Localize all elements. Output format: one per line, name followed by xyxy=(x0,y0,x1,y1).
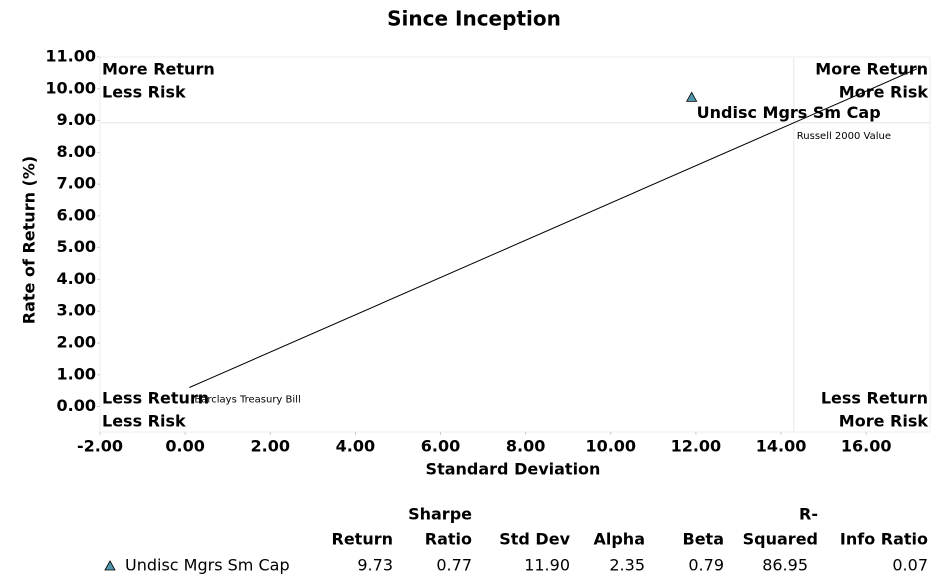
table-cell: 2.35 xyxy=(609,556,645,575)
table-cell: 0.77 xyxy=(436,556,472,575)
table-header: Std Dev xyxy=(499,530,570,549)
plot-area xyxy=(99,56,931,433)
x-tick-label: -2.00 xyxy=(77,437,123,456)
y-tick-label: 11.00 xyxy=(45,47,96,66)
table-cell: 9.73 xyxy=(357,556,393,575)
y-tick-label: 4.00 xyxy=(57,269,96,288)
benchmark-label: Barclays Treasury Bill xyxy=(194,395,300,406)
market-line xyxy=(189,68,918,388)
point-label: Undisc Mgrs Sm Cap xyxy=(697,103,881,122)
x-tick-label: 2.00 xyxy=(251,437,290,456)
table-cell: 0.79 xyxy=(688,556,724,575)
x-tick-label: 4.00 xyxy=(336,437,375,456)
table-header: Sharpe xyxy=(408,505,472,524)
table-header: Squared xyxy=(743,530,818,549)
table-cell: 0.07 xyxy=(892,556,928,575)
y-tick-label: 10.00 xyxy=(45,78,96,97)
x-axis-label: Standard Deviation xyxy=(426,460,601,479)
x-tick-label: 10.00 xyxy=(585,437,636,456)
y-tick-label: 9.00 xyxy=(57,110,96,129)
y-tick-label: 5.00 xyxy=(57,237,96,256)
table-cell: 86.95 xyxy=(762,556,808,575)
quadrant-label: More Risk xyxy=(839,412,929,431)
quadrant-label: Less Risk xyxy=(102,83,186,102)
table-header: Return xyxy=(332,530,394,549)
y-tick-label: 3.00 xyxy=(57,301,96,320)
legend-marker xyxy=(104,560,116,571)
row-name: Undisc Mgrs Sm Cap xyxy=(125,556,290,575)
y-tick-label: 7.00 xyxy=(57,174,96,193)
y-tick-label: 8.00 xyxy=(57,142,96,161)
x-tick-label: 0.00 xyxy=(165,437,204,456)
y-tick-label: 0.00 xyxy=(57,396,96,415)
table-cell: 11.90 xyxy=(524,556,570,575)
y-tick-label: 6.00 xyxy=(57,205,96,224)
table-header: R- xyxy=(799,505,818,524)
quadrant-label: More Return xyxy=(815,60,928,79)
x-tick-label: 12.00 xyxy=(671,437,722,456)
quadrant-label: Less Return xyxy=(102,389,209,408)
x-tick-label: 14.00 xyxy=(756,437,807,456)
x-tick-label: 6.00 xyxy=(421,437,460,456)
quadrant-label: Less Risk xyxy=(102,412,186,431)
y-tick-label: 2.00 xyxy=(57,333,96,352)
quadrant-label: Less Return xyxy=(821,389,928,408)
quadrant-label: More Return xyxy=(102,60,215,79)
table-header: Info Ratio xyxy=(840,530,928,549)
y-tick-label: 1.00 xyxy=(57,364,96,383)
table-header: Beta xyxy=(683,530,725,549)
y-axis-label: Rate of Return (%) xyxy=(20,156,39,324)
x-tick-label: 8.00 xyxy=(506,437,545,456)
x-tick-label: 16.00 xyxy=(841,437,892,456)
point xyxy=(685,91,698,102)
benchmark-label: Russell 2000 Value xyxy=(797,131,891,142)
chart-title: Since Inception xyxy=(387,7,561,31)
table-header: Ratio xyxy=(425,530,472,549)
quadrant-label: More Risk xyxy=(839,83,929,102)
table-header: Alpha xyxy=(593,530,645,549)
